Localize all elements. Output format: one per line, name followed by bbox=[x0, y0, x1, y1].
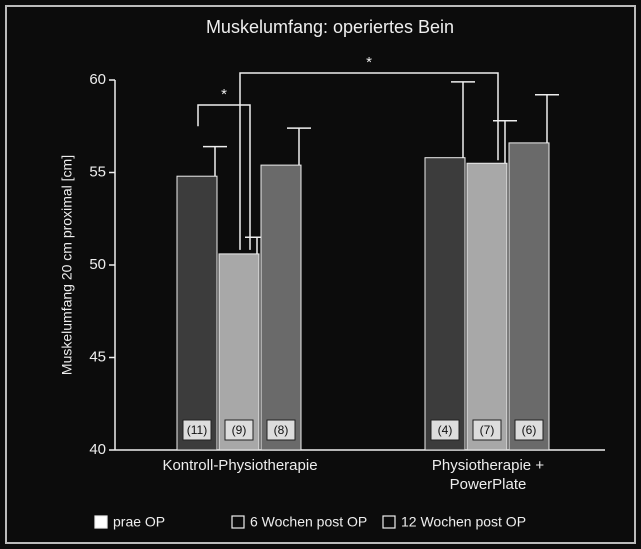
n-label-box bbox=[182, 419, 212, 441]
bar bbox=[424, 157, 466, 451]
bar bbox=[260, 164, 302, 451]
n-label: (4) bbox=[438, 423, 453, 437]
n-label-box bbox=[514, 419, 544, 441]
legend-swatch bbox=[382, 515, 396, 529]
y-tick-label: 50 bbox=[89, 256, 106, 273]
n-label: (8) bbox=[274, 423, 289, 437]
y-tick-label: 60 bbox=[89, 71, 106, 88]
n-label: (7) bbox=[480, 423, 495, 437]
significance-star: * bbox=[221, 86, 227, 103]
n-label: (11) bbox=[187, 423, 207, 437]
legend-label: 12 Wochen post OP bbox=[401, 514, 526, 530]
legend-swatch bbox=[94, 515, 108, 529]
n-label-box bbox=[430, 419, 460, 441]
legend-swatch bbox=[231, 515, 245, 529]
y-tick-label: 55 bbox=[89, 163, 106, 180]
y-tick-label: 45 bbox=[89, 348, 106, 365]
n-label: (9) bbox=[232, 423, 247, 437]
chart-title: Muskelumfang: operiertes Bein bbox=[206, 17, 454, 37]
n-label-box bbox=[472, 419, 502, 441]
y-axis-label: Muskelumfang 20 cm proximal [cm] bbox=[59, 155, 75, 375]
n-label: (6) bbox=[522, 423, 537, 437]
bar bbox=[218, 253, 260, 451]
significance-star: * bbox=[366, 54, 372, 71]
n-label-box bbox=[266, 419, 296, 441]
x-tick-label: Physiotherapie + PowerPlate bbox=[431, 457, 545, 493]
bar bbox=[176, 175, 218, 451]
n-label-box bbox=[224, 419, 254, 441]
legend-label: 6 Wochen post OP bbox=[250, 514, 367, 530]
y-tick-label: 40 bbox=[89, 441, 106, 458]
significance-bracket bbox=[239, 72, 499, 250]
x-tick-label: Kontroll-Physiotherapie bbox=[162, 457, 318, 474]
frame-border bbox=[5, 5, 636, 544]
legend-label: prae OP bbox=[113, 514, 165, 530]
bar bbox=[466, 162, 508, 451]
bar bbox=[508, 142, 550, 451]
significance-bracket bbox=[197, 104, 251, 250]
